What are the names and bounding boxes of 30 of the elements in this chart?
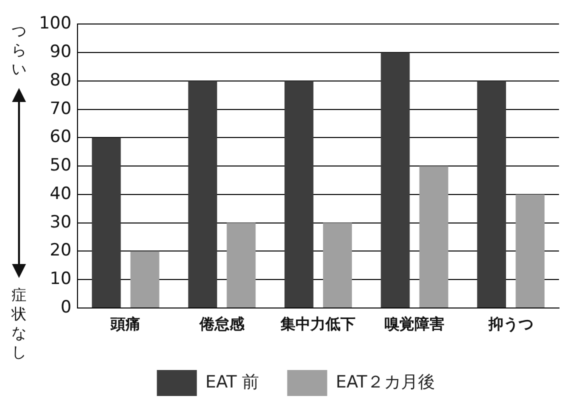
y-tick-label: 30: [50, 212, 72, 232]
y-tick-label: 100: [38, 14, 72, 34]
bar: [92, 138, 121, 308]
bar: [130, 251, 160, 308]
bar: [323, 222, 352, 308]
bar: [516, 194, 545, 308]
bar: [477, 80, 506, 308]
y-tick-label: 0: [60, 297, 72, 318]
y-tick-label: 80: [50, 70, 72, 90]
y-tick-label: 70: [50, 98, 72, 119]
bar: [380, 52, 410, 308]
text: つらい: [10, 22, 28, 79]
x-tick-label: 嗅覚障害: [384, 314, 445, 333]
x-tick-label: 頭痛: [110, 314, 141, 333]
bar: [419, 166, 448, 308]
text: 症状なし: [10, 286, 28, 362]
x-tick-label: 抑うつ: [487, 314, 534, 333]
bar: [188, 80, 218, 308]
bar: [226, 222, 256, 308]
x-tick-label: 倦怠感: [198, 314, 246, 333]
x-tick-label: 集中力低下: [280, 314, 356, 333]
legend-label: EAT 前: [205, 372, 260, 392]
y-tick-label: 40: [50, 184, 72, 204]
legend-label: EAT２カ月後: [336, 372, 436, 392]
y-tick-label: 10: [50, 269, 72, 290]
bar: [284, 80, 314, 308]
y-tick-label: 50: [50, 156, 72, 176]
y-tick-label: 90: [50, 42, 72, 62]
y-tick-label: 60: [50, 127, 72, 148]
y-tick-label: 20: [50, 240, 72, 261]
